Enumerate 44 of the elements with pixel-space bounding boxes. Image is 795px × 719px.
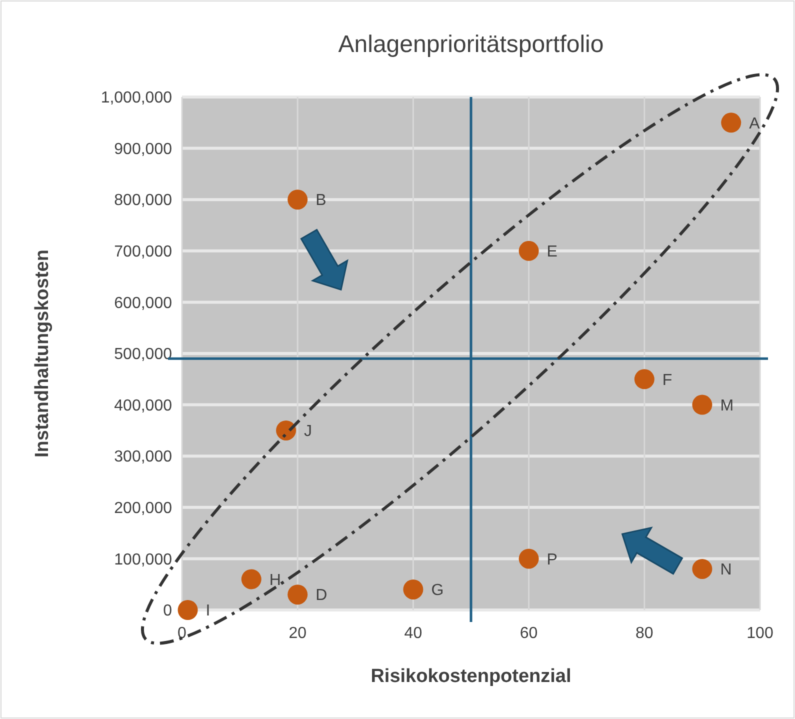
point — [288, 190, 308, 210]
point — [276, 420, 296, 440]
annotation: D — [316, 587, 328, 604]
annotation: I — [206, 602, 210, 620]
y-tick-label: 700,000 — [114, 244, 172, 260]
y-tick-label: 200,000 — [114, 500, 172, 517]
annotation: H — [269, 572, 281, 589]
point — [692, 558, 712, 579]
annotation: P — [546, 551, 558, 568]
point — [518, 240, 539, 261]
x-tick-label: 0 — [178, 625, 187, 642]
point — [288, 584, 308, 605]
x-tick-label: 60 — [520, 625, 538, 642]
x-tick-label: 100 — [746, 625, 774, 642]
point — [518, 548, 539, 569]
point — [692, 394, 712, 415]
y-tick-label: 300,000 — [114, 448, 172, 466]
x-tick-label: 20 — [288, 625, 307, 642]
annotation: N — [720, 562, 732, 579]
point — [178, 600, 198, 620]
y-tick-label: 800,000 — [114, 192, 172, 210]
annotation: E — [546, 244, 558, 260]
annotation: J — [304, 423, 312, 440]
annotation: M — [720, 397, 734, 414]
x-tick-label: 40 — [404, 625, 422, 642]
y-tick-label: 0 — [163, 602, 172, 620]
y-tick-label: 100,000 — [114, 551, 172, 568]
annotation: G — [431, 582, 444, 600]
chart-title: Anlagenprioritätsportfolio — [338, 31, 604, 58]
x-tick-label: 80 — [636, 625, 654, 642]
y-tick-label: 400,000 — [114, 397, 172, 414]
annotation: B — [316, 192, 326, 210]
point — [241, 569, 262, 590]
annotation: A — [749, 115, 760, 132]
y-tick-label: 600,000 — [114, 294, 172, 312]
y-tick-label: 1,000,000 — [100, 90, 172, 107]
point — [721, 112, 742, 133]
point — [403, 579, 424, 600]
x-axis-title: Risikokostenpotenzial — [370, 666, 572, 687]
y-axis-title: Instandhaltungskosten — [32, 250, 53, 458]
annotation: F — [662, 372, 672, 389]
y-tick-label: 900,000 — [114, 140, 172, 158]
y-tick-label: 500,000 — [114, 346, 172, 364]
point — [634, 369, 654, 390]
